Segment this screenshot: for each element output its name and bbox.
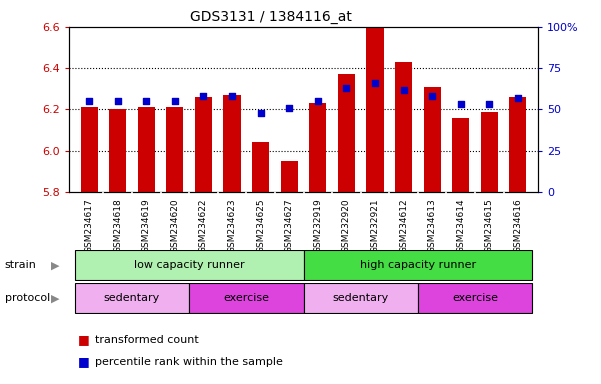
Bar: [367, 25, 383, 192]
Bar: [310, 103, 326, 192]
Text: GSM232921: GSM232921: [370, 199, 379, 253]
Point: [170, 98, 180, 104]
Text: GSM234622: GSM234622: [199, 199, 208, 253]
Point: [284, 105, 294, 111]
Text: protocol: protocol: [5, 293, 50, 303]
Text: GSM234623: GSM234623: [228, 199, 237, 253]
Text: ▶: ▶: [51, 260, 59, 270]
Bar: [189, 283, 304, 313]
Text: GSM234627: GSM234627: [285, 199, 294, 253]
Point: [456, 101, 466, 108]
Point: [227, 93, 237, 99]
Bar: [304, 283, 418, 313]
Text: GSM234615: GSM234615: [485, 199, 494, 253]
Point: [256, 110, 266, 116]
Point: [513, 95, 523, 101]
Text: GSM232920: GSM232920: [342, 199, 351, 253]
Point: [398, 86, 408, 93]
Bar: [138, 108, 155, 192]
Text: strain: strain: [5, 260, 37, 270]
Text: sedentary: sedentary: [104, 293, 160, 303]
Point: [341, 85, 351, 91]
Text: GSM234614: GSM234614: [456, 199, 465, 253]
Bar: [252, 142, 269, 192]
Bar: [224, 95, 240, 192]
Bar: [109, 109, 126, 192]
Text: ▶: ▶: [51, 293, 59, 303]
Text: high capacity runner: high capacity runner: [360, 260, 476, 270]
Text: GSM234617: GSM234617: [85, 199, 94, 253]
Point: [84, 98, 94, 104]
Text: exercise: exercise: [452, 293, 498, 303]
Point: [199, 93, 209, 99]
Text: GSM234612: GSM234612: [399, 199, 408, 253]
Bar: [418, 283, 532, 313]
Text: GSM234620: GSM234620: [170, 199, 179, 253]
Text: GSM234625: GSM234625: [256, 199, 265, 253]
Bar: [509, 97, 526, 192]
Point: [313, 98, 323, 104]
Text: GSM234618: GSM234618: [113, 199, 122, 253]
Text: GSM234613: GSM234613: [428, 199, 437, 253]
Bar: [166, 108, 183, 192]
Bar: [281, 161, 297, 192]
Text: GSM232919: GSM232919: [313, 199, 322, 253]
Text: GSM234616: GSM234616: [513, 199, 522, 253]
Text: GDS3131 / 1384116_at: GDS3131 / 1384116_at: [189, 10, 352, 23]
Text: transformed count: transformed count: [95, 335, 199, 345]
Bar: [75, 283, 189, 313]
Point: [141, 98, 151, 104]
Text: low capacity runner: low capacity runner: [134, 260, 245, 270]
Text: sedentary: sedentary: [332, 293, 389, 303]
Bar: [481, 111, 498, 192]
Bar: [452, 118, 469, 192]
Bar: [195, 97, 212, 192]
Bar: [338, 74, 355, 192]
Point: [113, 98, 123, 104]
Bar: [81, 108, 98, 192]
Bar: [424, 87, 441, 192]
Text: exercise: exercise: [224, 293, 269, 303]
Bar: [75, 250, 304, 280]
Point: [484, 101, 494, 108]
Point: [427, 93, 437, 99]
Text: ■: ■: [78, 333, 90, 346]
Text: ■: ■: [78, 355, 90, 368]
Text: percentile rank within the sample: percentile rank within the sample: [95, 357, 283, 367]
Text: GSM234619: GSM234619: [142, 199, 151, 253]
Bar: [304, 250, 532, 280]
Point: [370, 80, 380, 86]
Bar: [395, 62, 412, 192]
